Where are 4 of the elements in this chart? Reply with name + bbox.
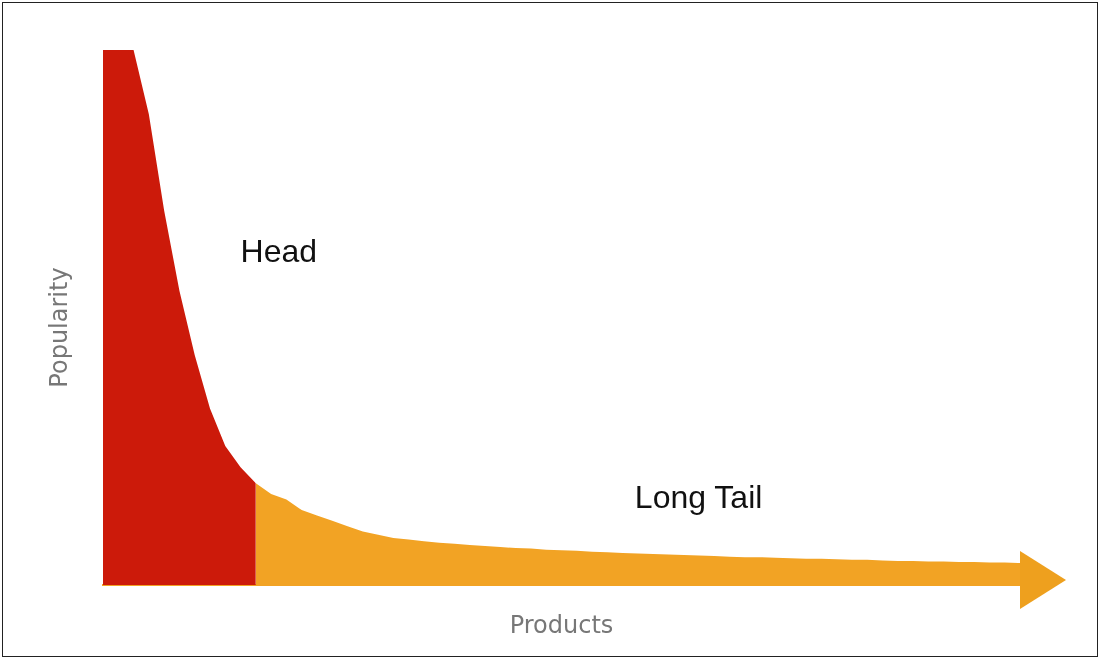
- annotation: Head: [240, 233, 318, 270]
- y-axis-title: Popularity: [45, 267, 74, 388]
- annotation: Long Tail: [634, 479, 763, 516]
- x-axis-title: Products: [509, 611, 614, 640]
